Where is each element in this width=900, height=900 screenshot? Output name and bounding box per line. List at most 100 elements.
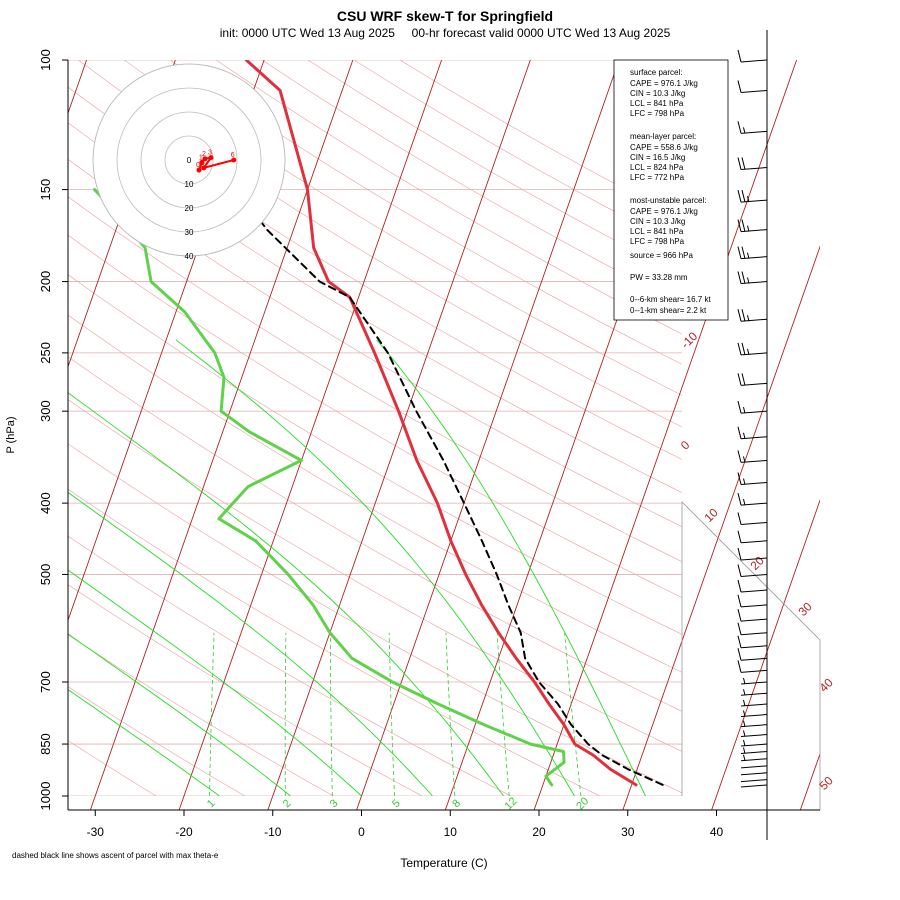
wind-barb-feather: [737, 426, 742, 439]
dry-adiabat-line: [68, 535, 512, 796]
mixing-ratio-line: [388, 632, 395, 796]
wind-panel-frame: [681, 501, 821, 810]
dry-adiabat-line: [68, 686, 246, 796]
hodograph-ring-outline: [116, 87, 262, 233]
ml-lcl: LCL = 824 hPa: [630, 163, 684, 172]
dry-adiabat-line: [68, 740, 157, 796]
x-tick-label: -10: [264, 825, 282, 839]
chart-subtitle: init: 0000 UTC Wed 13 Aug 2025 00-hr for…: [220, 26, 671, 40]
hodograph-ring-outline: [140, 111, 238, 209]
wind-barb: [740, 557, 768, 561]
isotherm-line: [889, 60, 900, 812]
dry-adiabat-line: [68, 584, 423, 796]
dry-adiabat-line: [68, 443, 682, 794]
isotherm-label: 50: [816, 773, 836, 793]
shear-0-1km: 0--1-km shear= 2.2 kt: [630, 306, 707, 315]
hodograph-ring-outline: [164, 135, 214, 185]
footnote: dashed black line shows ascent of parcel…: [12, 851, 219, 860]
dry-adiabat-line: [68, 234, 682, 598]
wind-barb-half-feather: [743, 739, 746, 747]
hodograph-ring-outline: [92, 63, 286, 257]
mu-cin: CIN = 10.3 J/kg: [630, 217, 685, 226]
isotherm-line: [533, 60, 798, 810]
wind-barb-feather: [741, 342, 746, 356]
mu-parcel-title: most-unstable parcel:: [630, 196, 706, 205]
y-tick-label: 250: [38, 342, 53, 364]
wind-barb-feather: [737, 512, 742, 525]
parcel-line: [235, 188, 664, 786]
isotherm-line: [622, 245, 820, 810]
x-axis-label: Temperature (C): [400, 856, 487, 870]
wind-barb-feather: [737, 450, 742, 463]
wind-barb-half-feather: [743, 754, 746, 761]
hodograph-point: [208, 155, 214, 161]
y-axis-label: P (hPa): [5, 416, 17, 453]
mixing-ratio-line: [284, 632, 287, 796]
x-tick-label: 40: [710, 825, 724, 839]
wind-barb-feather: [737, 49, 742, 63]
x-tick-label: 30: [621, 825, 635, 839]
wind-barb-feather: [737, 660, 742, 673]
wind-barb-feather: [737, 121, 742, 134]
dry-adiabat-line: [68, 314, 682, 673]
wind-barb-feather: [737, 579, 742, 593]
wind-barb: [740, 657, 768, 661]
dry-adiabat-line: [68, 634, 335, 796]
mixing-ratio-label: 1: [205, 797, 218, 810]
wind-barb: [740, 784, 768, 788]
mixing-ratio-line: [496, 632, 510, 796]
x-tick-label: -30: [87, 825, 105, 839]
moist-adiabat-line: [175, 339, 575, 796]
wind-barb-half-feather: [743, 498, 746, 506]
isotherm-lines: [68, 60, 900, 812]
wind-barb-feather: [737, 342, 742, 356]
hodograph-point: [202, 156, 208, 162]
y-tick-label: 150: [38, 179, 53, 201]
mixing-ratio-label: 5: [390, 797, 403, 810]
temperature-line: [244, 60, 638, 787]
dry-adiabat-line: [68, 122, 682, 493]
mu-lcl: LCL = 841 hPa: [630, 227, 684, 236]
wind-barb-half-feather: [747, 348, 750, 356]
wind-barb-feather: [737, 564, 742, 577]
wind-barb: [740, 645, 768, 649]
hodograph-ring-label: 40: [185, 252, 194, 261]
moist-adiabat-line: [68, 491, 433, 796]
wind-barb-half-feather: [747, 225, 750, 232]
x-tick-label: -20: [175, 825, 193, 839]
wind-barb-feather: [741, 219, 746, 232]
wind-barb-half-feather: [747, 277, 750, 284]
mu-lfc: LFC = 798 hPa: [630, 237, 685, 246]
y-tick-label: 700: [38, 671, 53, 693]
moist-adiabat-line: [68, 569, 362, 796]
mu-source: source = 966 hPa: [630, 251, 693, 260]
wind-barb-feather: [741, 373, 746, 386]
y-tick-label: 1000: [38, 782, 53, 811]
wind-barb-feather: [741, 309, 746, 322]
y-tick-label: 200: [38, 271, 53, 293]
moist-adiabat-lines: [68, 339, 646, 796]
ml-cin: CIN = 16.5 J/kg: [630, 153, 685, 162]
shear-0-6km: 0--6-km shear= 16.7 kt: [630, 295, 711, 304]
moist-adiabat-line: [68, 392, 504, 796]
dry-adiabat-line: [68, 356, 682, 712]
dry-adiabat-line: [68, 196, 682, 563]
mu-cape: CAPE = 976.1 J/kg: [630, 207, 698, 216]
wind-barb-feather: [737, 635, 742, 648]
wind-barb: [740, 540, 768, 544]
wind-barb-feather: [737, 472, 742, 485]
dry-adiabat-line: [124, 60, 682, 396]
hodograph-point-label: 1: [199, 154, 203, 161]
wind-barb-feather: [741, 157, 746, 170]
wind-barb-half-feather: [743, 127, 746, 134]
wind-barb-half-feather: [743, 699, 746, 707]
moist-adiabat-line: [68, 688, 220, 796]
x-tick-label: 0: [358, 825, 365, 839]
hodograph-point-label: 2: [202, 151, 206, 158]
hodograph-ring-label: 30: [185, 228, 194, 237]
moist-adiabat-line: [376, 339, 646, 796]
mixing-ratio-label: 8: [450, 797, 463, 810]
wind-barb: [740, 59, 768, 63]
svg-text:surface parcel: CAPE = 9: surface parcel: CAPE = 976.1 J/kg CIN = …: [630, 68, 713, 315]
mixing-ratio-label: 3: [328, 797, 341, 810]
